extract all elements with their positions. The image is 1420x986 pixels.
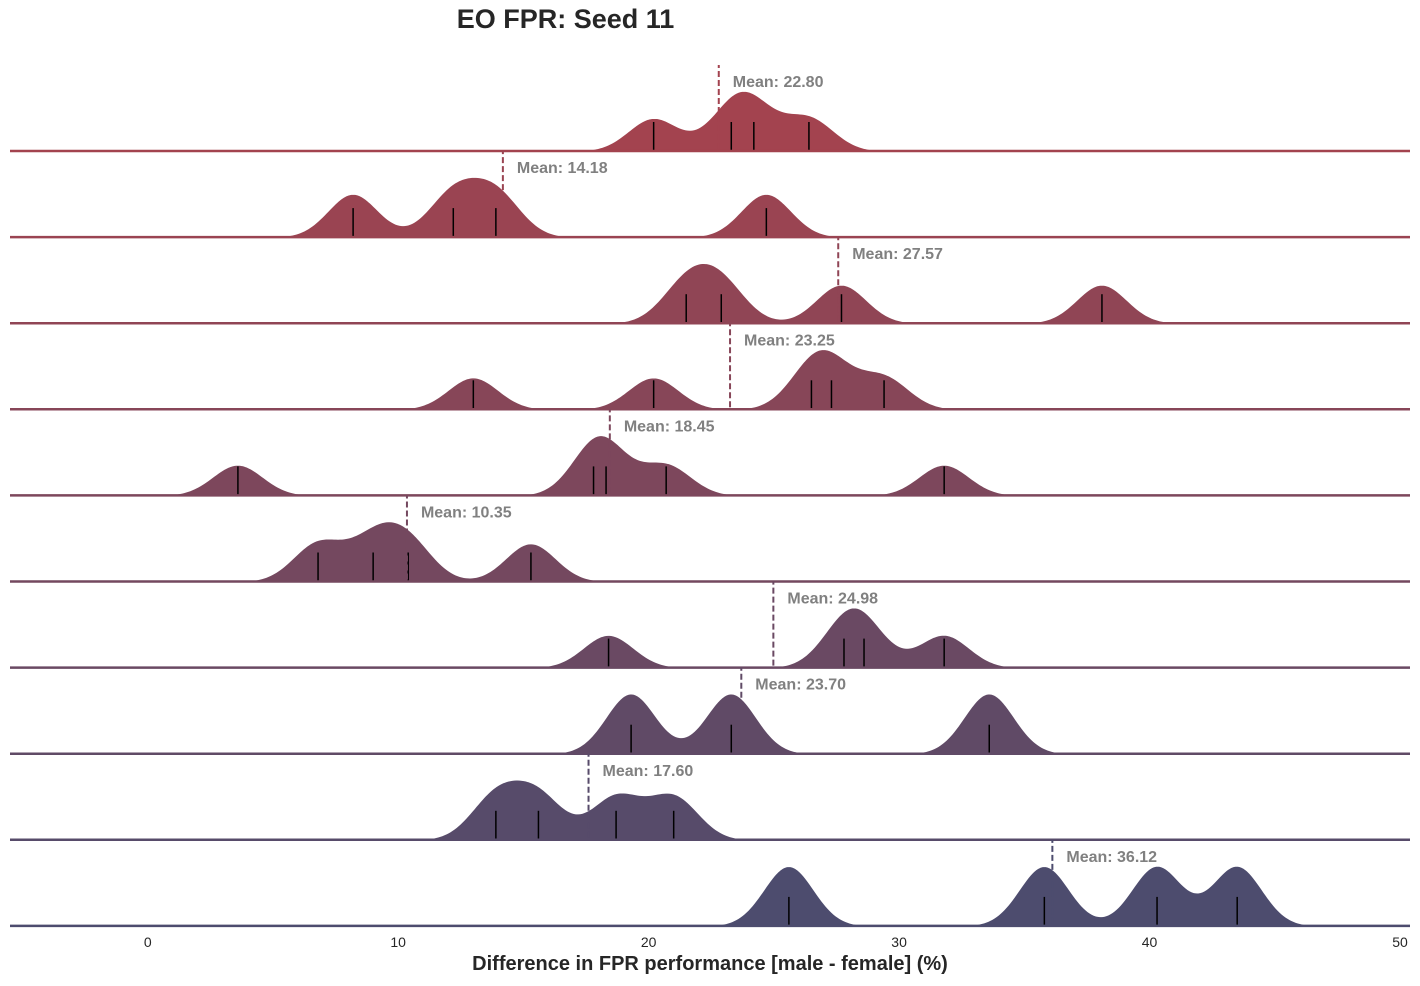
mean-label-4: Mean: 23.25	[744, 332, 835, 349]
mean-label-5: Mean: 18.45	[624, 418, 715, 435]
density-ridge-5	[10, 434, 1410, 497]
mean-label-10: Mean: 36.12	[1066, 849, 1157, 866]
chart-title: EO FPR: Seed 11	[456, 4, 675, 34]
x-tick-label-4: 30	[891, 934, 907, 950]
mean-label-9: Mean: 17.60	[603, 763, 694, 780]
density-ridge-1	[10, 90, 1410, 152]
mean-label-1: Mean: 22.80	[733, 74, 824, 91]
mean-label-7: Mean: 24.98	[787, 591, 878, 608]
x-tick-label-2: 10	[390, 934, 406, 950]
x-tick-label-1: 0	[144, 934, 152, 950]
mean-label-3: Mean: 27.57	[852, 246, 943, 263]
x-tick-label-6: 50	[1392, 934, 1408, 950]
density-ridge-10	[10, 865, 1410, 927]
density-ridge-3	[10, 262, 1410, 324]
mean-label-6: Mean: 10.35	[421, 505, 512, 522]
x-tick-label-5: 40	[1142, 934, 1158, 950]
mean-label-2: Mean: 14.18	[517, 160, 608, 177]
density-ridge-4	[10, 348, 1410, 411]
density-ridge-9	[10, 779, 1410, 841]
density-ridge-2	[10, 176, 1410, 238]
density-ridge-7	[10, 606, 1410, 669]
x-axis-label: Difference in FPR performance [male - fe…	[472, 953, 948, 975]
density-ridge-6	[10, 520, 1410, 583]
x-tick-label-3: 20	[641, 934, 657, 950]
mean-label-8: Mean: 23.70	[755, 677, 846, 694]
density-ridge-8	[10, 692, 1410, 755]
